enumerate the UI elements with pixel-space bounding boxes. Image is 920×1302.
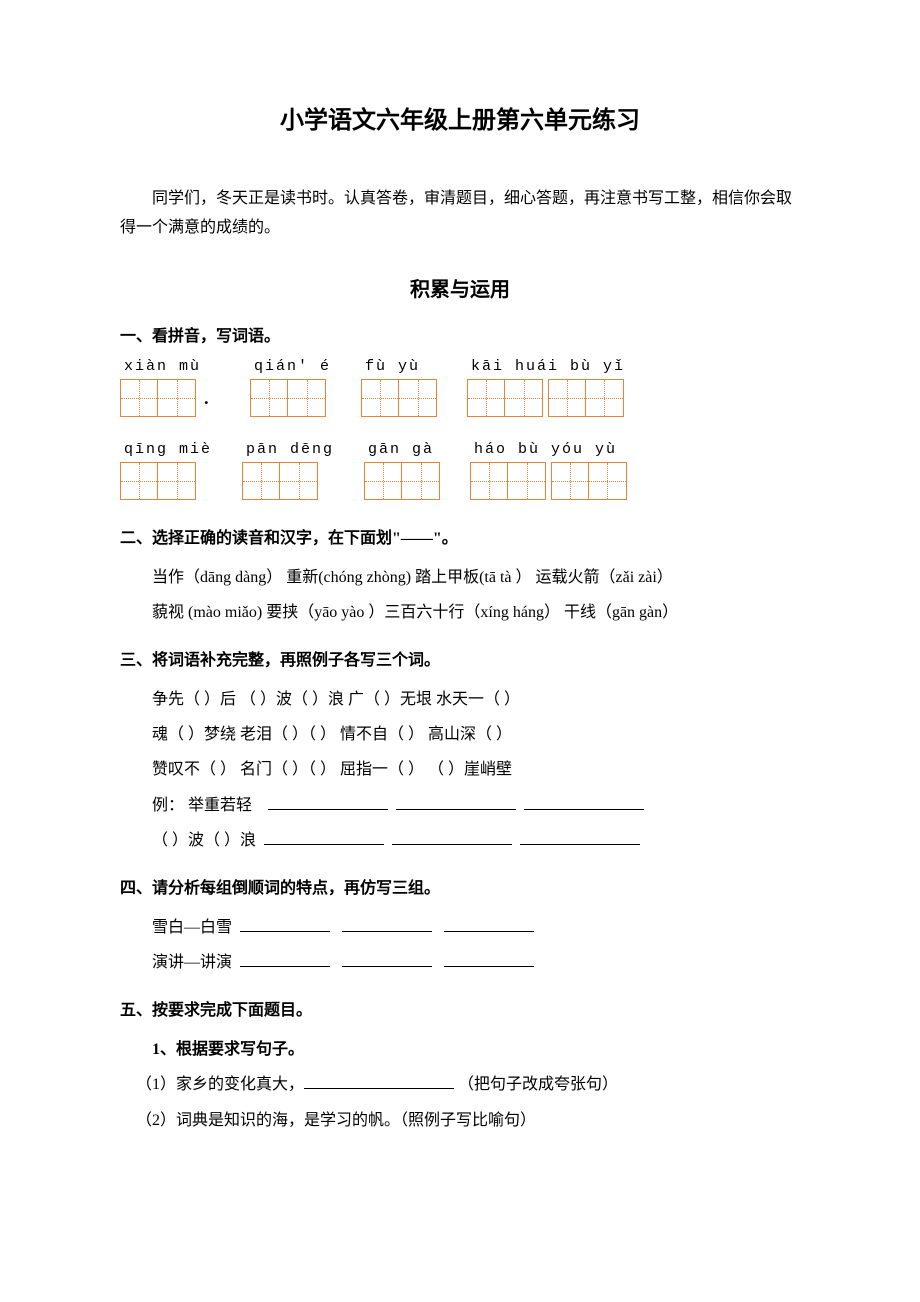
- char-box: [288, 379, 326, 417]
- q4-pair-1: 雪白—白雪: [152, 919, 232, 936]
- char-box: [505, 379, 543, 417]
- q5-item-2: （2）词典是知识的海，是学习的帆。（照例子写比喻句）: [120, 1103, 800, 1138]
- boxes-wrap: [242, 462, 318, 500]
- pinyin-text: gān gà: [364, 441, 434, 458]
- q1-row-1: xiàn mù． qián' é fù yù kāi huái bù yǐ: [120, 358, 800, 417]
- q3-example-label: 例： 举重若轻: [152, 797, 252, 814]
- pinyin-group: qián' é: [250, 358, 331, 417]
- q4-line-1: 雪白—白雪: [120, 910, 800, 945]
- boxes-wrap: [467, 379, 624, 417]
- blank-line: [342, 916, 432, 932]
- blank-line: [444, 916, 534, 932]
- q1-heading: 一、看拼音，写词语。: [120, 322, 800, 346]
- char-boxes: [551, 462, 627, 500]
- pinyin-text: pān dēng: [242, 441, 334, 458]
- blank-line: [240, 951, 330, 967]
- pinyin-text: fù yù: [361, 358, 420, 375]
- pinyin-group: pān dēng: [242, 441, 334, 500]
- pinyin-text: qián' é: [250, 358, 331, 375]
- pinyin-text: kāi huái bù yǐ: [467, 358, 625, 375]
- char-box: [470, 462, 508, 500]
- blank-line: [396, 794, 516, 810]
- q3-blank-row: （ ）波（ ）浪: [120, 823, 800, 858]
- char-boxes: [361, 379, 437, 417]
- q4-pair-2: 演讲—讲演: [152, 954, 232, 971]
- blank-line: [304, 1073, 454, 1089]
- q5-item-1-prefix: （1）家乡的变化真大，: [136, 1076, 304, 1093]
- q4-line-2: 演讲—讲演: [120, 945, 800, 980]
- pinyin-text: qīng miè: [120, 441, 212, 458]
- q1-row-2: qīng miè pān dēng gān gà háo bù yóu yù: [120, 441, 800, 500]
- pinyin-group: háo bù yóu yù: [470, 441, 627, 500]
- char-box: [589, 462, 627, 500]
- q3-line-1: 争先（ ）后 （ ）波（ ）浪 广（ ）无垠 水天一（ ）: [120, 682, 800, 717]
- q2-line-1: 当作（dāng dàng） 重新(chóng zhòng) 踏上甲板(tā tà…: [120, 560, 800, 595]
- q3-blank-label: （ ）波（ ）浪: [152, 832, 256, 849]
- intro-text: 同学们，冬天正是读书时。认真答卷，审清题目，细心答题，再注意书写工整，相信你会取…: [120, 185, 800, 243]
- blank-line: [392, 829, 512, 845]
- char-box: [399, 379, 437, 417]
- q5-sub-heading: 1、根据要求写句子。: [120, 1032, 800, 1067]
- q5-heading: 五、按要求完成下面题目。: [120, 996, 800, 1020]
- q3-line-2: 魂（ ）梦绕 老泪（ ）（ ） 情不自（ ） 高山深（ ）: [120, 717, 800, 752]
- q3-line-3: 赞叹不（ ） 名门（ ）（ ） 屈指一（ ） （ ）崖峭壁: [120, 752, 800, 787]
- boxes-wrap: [120, 462, 196, 500]
- char-box: [250, 379, 288, 417]
- char-box: [158, 462, 196, 500]
- char-boxes: [250, 379, 326, 417]
- boxes-wrap: [470, 462, 627, 500]
- char-box: [120, 379, 158, 417]
- pinyin-group: gān gà: [364, 441, 440, 500]
- char-box: [548, 379, 586, 417]
- blank-line: [524, 794, 644, 810]
- pinyin-group: kāi huái bù yǐ: [467, 358, 625, 417]
- boxes-wrap: ．: [120, 379, 220, 417]
- period-icon: ．: [202, 389, 220, 407]
- blank-line: [264, 829, 384, 845]
- char-boxes: [364, 462, 440, 500]
- char-box: [280, 462, 318, 500]
- q4-heading: 四、请分析每组倒顺词的特点，再仿写三组。: [120, 874, 800, 898]
- blank-line: [342, 951, 432, 967]
- char-box: [467, 379, 505, 417]
- char-boxes: [470, 462, 546, 500]
- char-boxes: [548, 379, 624, 417]
- blank-line: [240, 916, 330, 932]
- char-box: [361, 379, 399, 417]
- blank-line: [520, 829, 640, 845]
- boxes-wrap: [250, 379, 326, 417]
- q3-heading: 三、将词语补充完整，再照例子各写三个词。: [120, 646, 800, 670]
- pinyin-group: qīng miè: [120, 441, 212, 500]
- char-box: [586, 379, 624, 417]
- char-box: [242, 462, 280, 500]
- pinyin-text: háo bù yóu yù: [470, 441, 617, 458]
- boxes-wrap: [364, 462, 440, 500]
- blank-line: [268, 794, 388, 810]
- char-box: [120, 462, 158, 500]
- char-boxes: [467, 379, 543, 417]
- q3-example: 例： 举重若轻: [120, 788, 800, 823]
- char-boxes: [242, 462, 318, 500]
- char-box: [158, 379, 196, 417]
- q2-line-2: 藐视 (mào miǎo) 要挟（yāo yào ）三百六十行（xíng hán…: [120, 595, 800, 630]
- q5-item-1: （1）家乡的变化真大， （把句子改成夸张句）: [120, 1067, 800, 1102]
- section-title: 积累与运用: [120, 273, 800, 302]
- document-title: 小学语文六年级上册第六单元练习: [120, 100, 800, 135]
- pinyin-text: xiàn mù: [120, 358, 201, 375]
- pinyin-group: fù yù: [361, 358, 437, 417]
- char-box: [508, 462, 546, 500]
- pinyin-group: xiàn mù．: [120, 358, 220, 417]
- char-box: [402, 462, 440, 500]
- char-box: [551, 462, 589, 500]
- char-boxes: [120, 379, 196, 417]
- q2-heading: 二、选择正确的读音和汉字，在下面划"——"。: [120, 524, 800, 548]
- char-boxes: [120, 462, 196, 500]
- char-box: [364, 462, 402, 500]
- blank-line: [444, 951, 534, 967]
- boxes-wrap: [361, 379, 437, 417]
- q5-item-1-suffix: （把句子改成夸张句）: [458, 1076, 618, 1093]
